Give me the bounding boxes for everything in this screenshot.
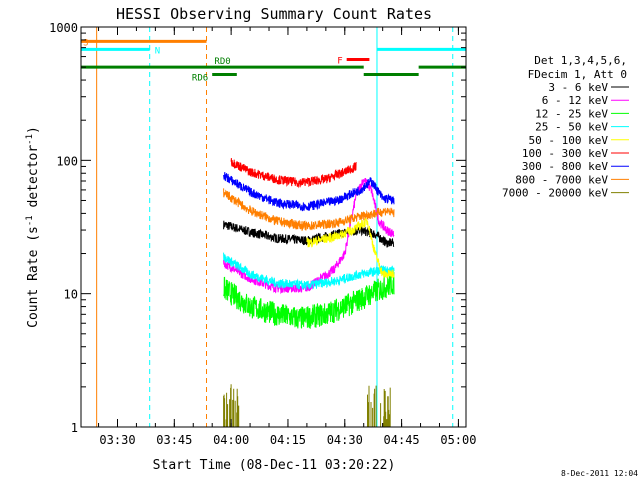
- legend-label-3: 25 - 50 keV: [535, 121, 608, 134]
- plot-frame: [80, 26, 467, 428]
- legend-label-1: 6 - 12 keV: [542, 94, 609, 107]
- y-axis-label-main: Count Rate (s: [26, 226, 41, 328]
- series-line-8: [223, 384, 391, 427]
- y-tick-label-2: 100: [56, 154, 78, 168]
- x-tick-label-2: 04:00: [213, 433, 249, 447]
- x-tick-label-1: 03:45: [156, 433, 192, 447]
- x-tick-label-3: 04:15: [270, 433, 306, 447]
- legend-label-8: 7000 - 20000 keV: [502, 187, 608, 200]
- x-tick-label-5: 04:45: [384, 433, 420, 447]
- flag-label-s: S: [83, 38, 88, 48]
- legend: Det 1,3,4,5,6,FDecim 1, Att 03 - 6 keV6 …: [502, 54, 629, 200]
- series-line-5: [230, 158, 357, 189]
- x-tick-label-6: 05:00: [440, 433, 476, 447]
- y-axis-label-sup1: -1: [25, 215, 35, 226]
- legend-label-6: 300 - 800 keV: [522, 160, 608, 173]
- series-line-6: [223, 172, 395, 212]
- flag-label-rd6: RD6: [192, 74, 208, 84]
- legend-label-0: 3 - 6 keV: [548, 81, 608, 94]
- y-axis-label: Count Rate (s-1 detector-1): [25, 126, 41, 328]
- series-line-3: [223, 252, 395, 290]
- flag-label-rd0: RD0: [214, 57, 230, 67]
- legend-header-line-0: Det 1,3,4,5,6,: [534, 54, 627, 67]
- legend-label-5: 100 - 300 keV: [522, 147, 608, 160]
- legend-label-2: 12 - 25 keV: [535, 107, 608, 120]
- x-tick-label-0: 03:30: [99, 433, 135, 447]
- x-tick-label-4: 04:30: [327, 433, 363, 447]
- timestamp: 8-Dec-2011 12:04: [561, 469, 638, 478]
- flag-label-n: N: [155, 46, 160, 56]
- y-axis-label-sup2: -1: [25, 134, 35, 145]
- legend-header-line-1: FDecim 1, Att 0: [528, 68, 627, 81]
- legend-label-7: 800 - 7000 keV: [515, 173, 608, 186]
- chart-title: HESSI Observing Summary Count Rates: [116, 5, 432, 23]
- flag-label-f: F: [337, 57, 342, 67]
- y-tick-label-3: 1000: [49, 21, 78, 35]
- y-axis-label-mid: detector: [26, 145, 41, 216]
- legend-label-4: 50 - 100 keV: [529, 134, 609, 147]
- series-line-2: [223, 271, 395, 329]
- y-tick-label-0: 1: [71, 421, 78, 435]
- series-line-4: [306, 215, 395, 279]
- axes: 03:30 03:45 04:00 04:15 04:30 04:45 05:00 1 10 10…: [49, 21, 476, 447]
- x-axis-label: Start Time (08-Dec-11 03:20:22): [153, 458, 396, 473]
- y-tick-label-1: 10: [64, 288, 78, 302]
- series-line-7: [223, 188, 395, 232]
- y-axis-label-end: ): [26, 126, 41, 134]
- plot-area: S N F RD0 RD6: [81, 27, 466, 427]
